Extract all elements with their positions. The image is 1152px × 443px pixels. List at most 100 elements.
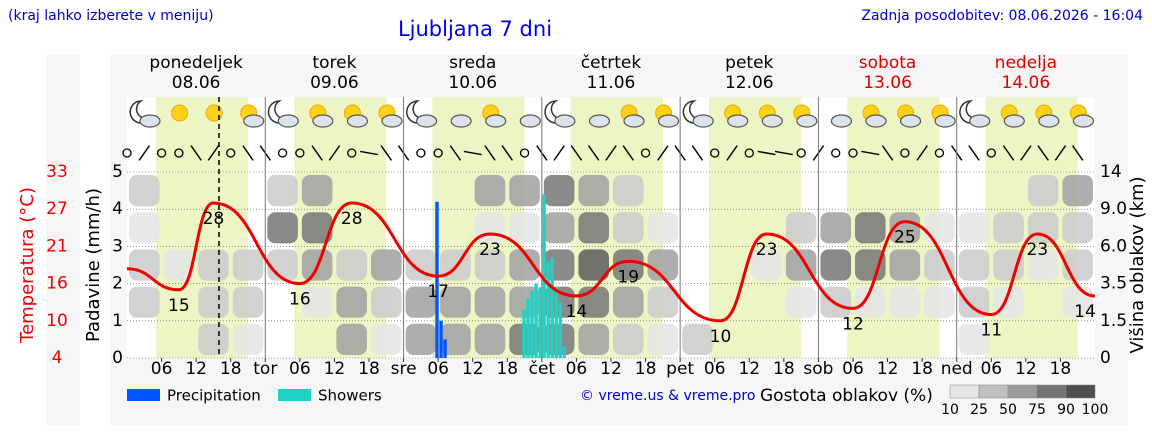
wind-barb [449, 145, 462, 161]
cloud-cell [682, 323, 713, 355]
cloud-legend-title: Gostota oblakov (%) [760, 386, 933, 406]
x-tick-label: 18 [496, 359, 518, 379]
cloud-cell [785, 249, 817, 281]
cloud-cell [301, 286, 333, 318]
x-tick-label: 12 [600, 359, 622, 379]
cloud-cell [958, 212, 990, 244]
x-tick-label: 12 [185, 359, 207, 379]
x-tick-label: 12 [1015, 359, 1037, 379]
precip-bar [554, 287, 558, 358]
day-name: sobota [859, 53, 917, 73]
cloud-cell [474, 212, 506, 244]
cloud-icon [623, 114, 645, 128]
x-tick-label: tor [253, 359, 277, 379]
wind-barb [726, 145, 738, 161]
cloud-icon [485, 114, 507, 128]
cloud-cell [440, 323, 471, 355]
cloud-cell [371, 249, 402, 281]
wind-barb [881, 145, 894, 161]
precip-bar [542, 194, 546, 358]
cloud-cell [232, 249, 264, 281]
temp-label: 25 [894, 228, 916, 248]
cloud-legend-label: 50 [999, 402, 1017, 418]
cloud-icon [1072, 114, 1095, 128]
wind-barb [138, 145, 151, 161]
x-tick-label: pet [666, 359, 694, 379]
day-name: torek [312, 53, 356, 73]
cloud-cell [474, 323, 506, 355]
cloud-icon [727, 114, 749, 128]
cloud-cell [1027, 175, 1059, 207]
y-tick-label: 2 [112, 274, 123, 294]
cloud-icon [1038, 114, 1060, 128]
cloud-icon [450, 114, 472, 128]
precip-bar [439, 320, 443, 358]
cloud-cell [543, 175, 575, 207]
x-tick-label: 06 [151, 359, 173, 379]
y-tick-label: 3 [112, 236, 123, 256]
temp-tick-label: 16 [46, 274, 68, 294]
x-tick-label: 12 [877, 359, 899, 379]
cloud-cell [647, 323, 679, 355]
temp-tick-label: 33 [46, 162, 68, 182]
cloud-cell [440, 286, 471, 318]
sun-icon [171, 104, 189, 122]
precip-bar [562, 346, 567, 358]
wind-barb [501, 145, 514, 161]
grid-layer [127, 97, 1095, 362]
legend-label: Showers [318, 387, 382, 405]
y2-tick-label: 0 [1100, 348, 1111, 368]
wind-barb [207, 145, 220, 161]
wind-calm [744, 148, 754, 158]
day-date: 13.06 [863, 73, 912, 93]
cloud-cell [509, 212, 540, 244]
cloud-legend-box [1065, 384, 1096, 399]
cloud-cell [613, 212, 644, 244]
precip-bar [526, 298, 530, 358]
x-tick-label: čet [529, 359, 556, 379]
cloud-icon [519, 114, 541, 128]
cloud-cell [613, 175, 644, 207]
wind-barb [968, 145, 980, 161]
cloud-icon [934, 114, 956, 128]
wind-barb [1002, 145, 1015, 161]
cloud-legend-label: 75 [1028, 402, 1046, 418]
wind-barb [657, 145, 669, 161]
cloud-legend-label: 25 [970, 402, 988, 418]
wind-calm [831, 148, 841, 158]
cloud-cell [198, 286, 229, 318]
temp-panel [46, 55, 80, 425]
legend-swatch [127, 389, 160, 401]
precip-bar [443, 339, 447, 358]
day-name: nedelja [995, 53, 1057, 73]
day-date: 12.06 [725, 73, 774, 93]
wind-barb [190, 145, 202, 161]
x-tick-label: 18 [635, 359, 657, 379]
x-tick-label: 18 [220, 359, 242, 379]
cloud-legend-box [1007, 384, 1038, 399]
x-tick-label: 06 [980, 359, 1002, 379]
wind-barb [691, 145, 704, 161]
cloud-cell [613, 323, 644, 355]
temp-axis-title: Temperatura (°C) [17, 187, 38, 344]
cloud-cell [336, 249, 367, 281]
copyright: © vreme.us & vreme.pro [580, 388, 755, 404]
temp-label: 10 [710, 327, 732, 347]
wind-calm [934, 148, 945, 158]
x-tick-label: 12 [462, 359, 484, 379]
temp-label: 23 [756, 240, 778, 260]
cloud-cell [301, 212, 333, 244]
cloud-cell [371, 323, 402, 355]
cloud-cell [578, 323, 609, 355]
x-tick-label: 18 [358, 359, 380, 379]
wind-calm [174, 148, 184, 158]
cloud-icon [346, 114, 369, 128]
cloud-legend-box [1036, 384, 1067, 399]
wind-calm [433, 148, 443, 158]
day-name: sreda [449, 53, 496, 73]
cloud-legend-label: 90 [1057, 402, 1075, 418]
day-date: 08.06 [172, 73, 221, 93]
cloud-cell [301, 175, 333, 207]
y2-axis-title: Višina oblakov (km) [1127, 176, 1148, 353]
wind-calm [986, 148, 996, 158]
